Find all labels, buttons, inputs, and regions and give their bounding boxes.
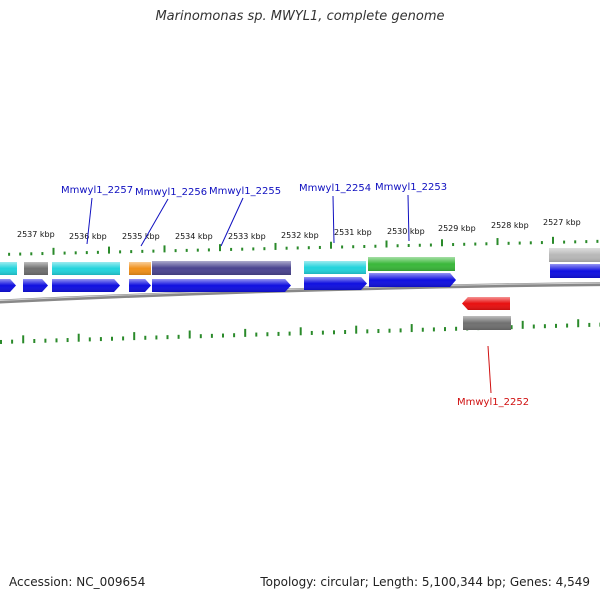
gene-callout-line xyxy=(220,197,244,247)
gene-feature-shine xyxy=(0,262,17,275)
gene-feature-shine xyxy=(152,279,291,292)
scale-label: 2531 kbp xyxy=(334,228,372,237)
gene-label: Mmwyl1_2256 xyxy=(135,187,207,198)
gene-feature-shine xyxy=(23,279,48,292)
gene-label: Mmwyl1_2253 xyxy=(375,182,447,193)
gene-label: Mmwyl1_2257 xyxy=(61,185,133,196)
gene-feature-shine xyxy=(463,316,511,330)
gene-label: Mmwyl1_2255 xyxy=(209,186,281,197)
gene-callout-line xyxy=(407,194,410,242)
gene-callout-line xyxy=(86,197,93,245)
scale-labels: 2537 kbp 2536 kbp 2535 kbp 2534 kbp 2533 kbp… xyxy=(17,218,581,241)
gene-feature-shine xyxy=(369,273,456,287)
gene-callout-line xyxy=(140,198,169,247)
gene-label: Mmwyl1_2252 xyxy=(457,397,529,408)
gene-feature-shine xyxy=(152,261,291,275)
gene-feature-shine xyxy=(52,279,120,292)
gene-feature-shine xyxy=(368,257,455,271)
gene-feature-shine xyxy=(304,261,366,274)
scale-label: 2529 kbp xyxy=(438,224,476,233)
genome-backbone xyxy=(0,282,600,304)
gene-feature-shine xyxy=(129,262,151,275)
gene-feature-shine xyxy=(549,248,600,262)
scale-label: 2535 kbp xyxy=(122,232,160,241)
scale-label: 2532 kbp xyxy=(281,231,319,240)
scale-label: 2530 kbp xyxy=(387,227,425,236)
scale-ticks-bottom xyxy=(0,319,600,344)
gene-feature-shine xyxy=(304,277,367,290)
scale-label: 2528 kbp xyxy=(491,221,529,230)
scale-label: 2534 kbp xyxy=(175,232,213,241)
genome-summary-text: Topology: circular; Length: 5,100,344 bp… xyxy=(260,575,590,589)
gene-feature-shine xyxy=(24,262,48,275)
gene-feature-shine xyxy=(550,264,600,278)
gene-feature-shine xyxy=(462,297,510,310)
gene-callout-line xyxy=(332,195,335,244)
scale-label: 2527 kbp xyxy=(543,218,581,227)
scale-ticks-top xyxy=(8,236,599,256)
gene-feature-shine xyxy=(0,279,16,292)
gene-label: Mmwyl1_2254 xyxy=(299,183,371,194)
scale-label: 2537 kbp xyxy=(17,230,55,239)
gene-callout-line xyxy=(487,345,492,394)
gene-feature-shine xyxy=(129,279,151,292)
map-title: Marinomonas sp. MWYL1, complete genome xyxy=(155,9,445,24)
accession-text: Accession: NC_009654 xyxy=(9,575,146,589)
gene-features xyxy=(0,248,600,330)
gene-feature-shine xyxy=(52,262,120,275)
scale-label: 2533 kbp xyxy=(228,232,266,241)
gene-callouts: Mmwyl1_2257 Mmwyl1_2256 Mmwyl1_2255 Mmwyl1_… xyxy=(61,182,529,408)
